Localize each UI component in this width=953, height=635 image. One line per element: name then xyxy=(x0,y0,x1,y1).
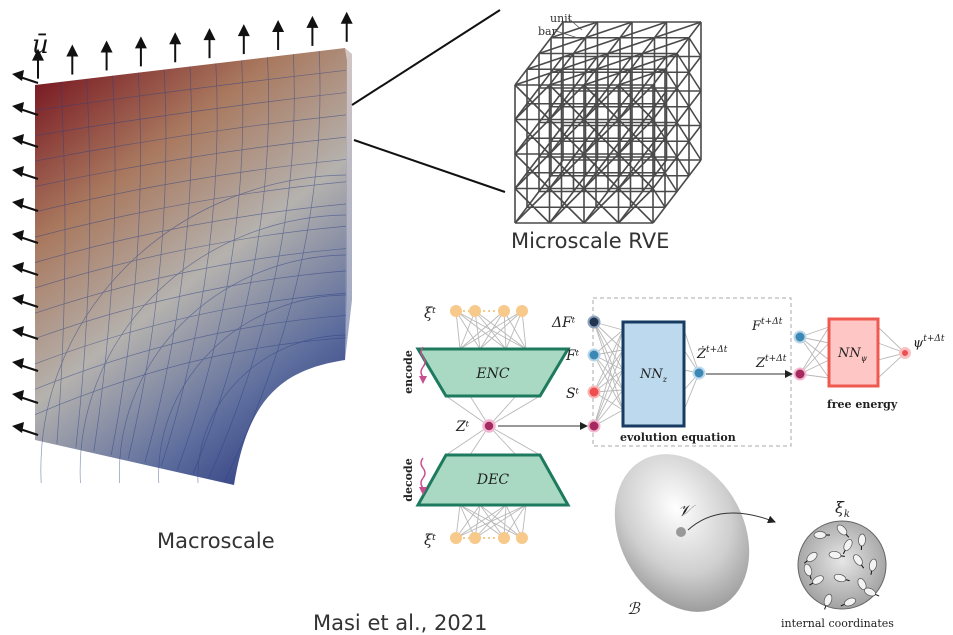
reaction-arrow-head xyxy=(12,262,24,273)
reaction-arrow-head xyxy=(12,166,24,177)
grain-arrow xyxy=(825,606,826,610)
unit-label: unit xyxy=(550,12,573,25)
macroscale-plate xyxy=(35,48,352,485)
displacement-arrow-head xyxy=(66,45,78,57)
displacement-label: ū xyxy=(32,30,49,60)
psi-output-node xyxy=(901,349,910,358)
lattice-bar xyxy=(689,141,701,160)
displacement-arrow-head xyxy=(341,12,353,24)
reaction-arrow-head xyxy=(12,102,24,113)
latent-label: Zᵗ xyxy=(455,419,470,435)
encoder-edge xyxy=(460,311,475,349)
displacement-arrow-head xyxy=(272,20,284,32)
decode-label: decode xyxy=(402,458,415,501)
z-dot-node xyxy=(694,368,705,379)
displacement-arrow-head xyxy=(135,36,147,48)
f-next-node xyxy=(795,332,806,343)
reaction-arrow-head xyxy=(12,422,24,433)
f-next-label: Ft+Δt xyxy=(751,317,783,334)
internal-coordinates-label: internal coordinates xyxy=(781,617,894,630)
reaction-arrow-head xyxy=(12,198,24,209)
encoder-edge xyxy=(460,311,522,349)
lattice-bar xyxy=(689,72,701,91)
decoder-edge xyxy=(456,505,506,538)
z-next-label: Zt+Δt xyxy=(755,354,787,371)
support-reaction-arrows xyxy=(12,70,38,435)
reaction-arrow-head xyxy=(12,70,24,81)
psi-label: ψt+Δt xyxy=(913,334,945,351)
reaction-arrow-head xyxy=(12,390,24,401)
feature-node xyxy=(450,532,462,544)
s-node xyxy=(589,387,600,398)
encoder-edge xyxy=(456,311,506,349)
feature-node xyxy=(450,305,462,317)
citation-caption: Masi et al., 2021 xyxy=(313,611,487,635)
material-point xyxy=(676,527,686,537)
encoder-edge xyxy=(506,311,522,349)
bar-label: bar xyxy=(538,25,558,38)
evolution-equation-label: evolution equation xyxy=(620,431,736,444)
z-next-node xyxy=(795,369,806,380)
xi-top-label: ξᵗ xyxy=(424,304,436,322)
feature-node xyxy=(516,532,528,544)
feature-node xyxy=(516,305,528,317)
displacement-arrow-head xyxy=(204,28,216,40)
latent-node xyxy=(484,421,495,432)
microscale-caption: Microscale RVE xyxy=(511,229,669,253)
delta-f-node xyxy=(589,317,600,328)
encode-label: encode xyxy=(402,350,415,394)
reaction-arrow-shaft xyxy=(20,77,38,83)
xi-bottom-label: ξᵗ xyxy=(424,531,436,549)
reaction-arrow-head xyxy=(12,326,24,337)
grain xyxy=(814,532,826,539)
displacement-arrow-head xyxy=(306,16,318,28)
xi-k-label: ξk xyxy=(835,498,850,520)
grain-arrow xyxy=(875,594,879,596)
rve-lattice-cube xyxy=(515,22,701,223)
z-dot-label: Żt+Δt xyxy=(696,345,728,362)
s-label: Sᵗ xyxy=(566,386,580,402)
delta-f-label: ΔFᵗ xyxy=(551,315,576,331)
reaction-arrow-head xyxy=(12,230,24,241)
displacement-arrow-head xyxy=(238,24,250,36)
grain-arrow xyxy=(841,556,845,557)
decoder-label: DEC xyxy=(476,472,509,488)
reaction-arrow-head xyxy=(12,358,24,369)
feature-node xyxy=(498,305,510,317)
feature-node xyxy=(498,532,510,544)
f-node xyxy=(589,350,600,361)
decoder-edge xyxy=(460,505,522,538)
lattice-bar xyxy=(689,38,701,57)
body-label: ℬ xyxy=(627,599,641,618)
encoder-label: ENC xyxy=(475,366,509,382)
free-energy-label: free energy xyxy=(827,398,898,411)
reaction-arrow-head xyxy=(12,134,24,145)
displacement-arrow-head xyxy=(169,32,181,44)
reaction-arrow-head xyxy=(12,294,24,305)
latent-edge xyxy=(489,396,540,426)
lattice-bar xyxy=(689,107,701,126)
f-label: Fᵗ xyxy=(565,348,580,364)
latent-edge xyxy=(489,426,540,455)
z-input-node xyxy=(589,421,600,432)
macroscale-caption: Macroscale xyxy=(157,529,275,553)
zoom-line-upper xyxy=(352,10,500,105)
displacement-arrow-head xyxy=(101,40,113,52)
zoom-line-lower xyxy=(354,140,505,192)
